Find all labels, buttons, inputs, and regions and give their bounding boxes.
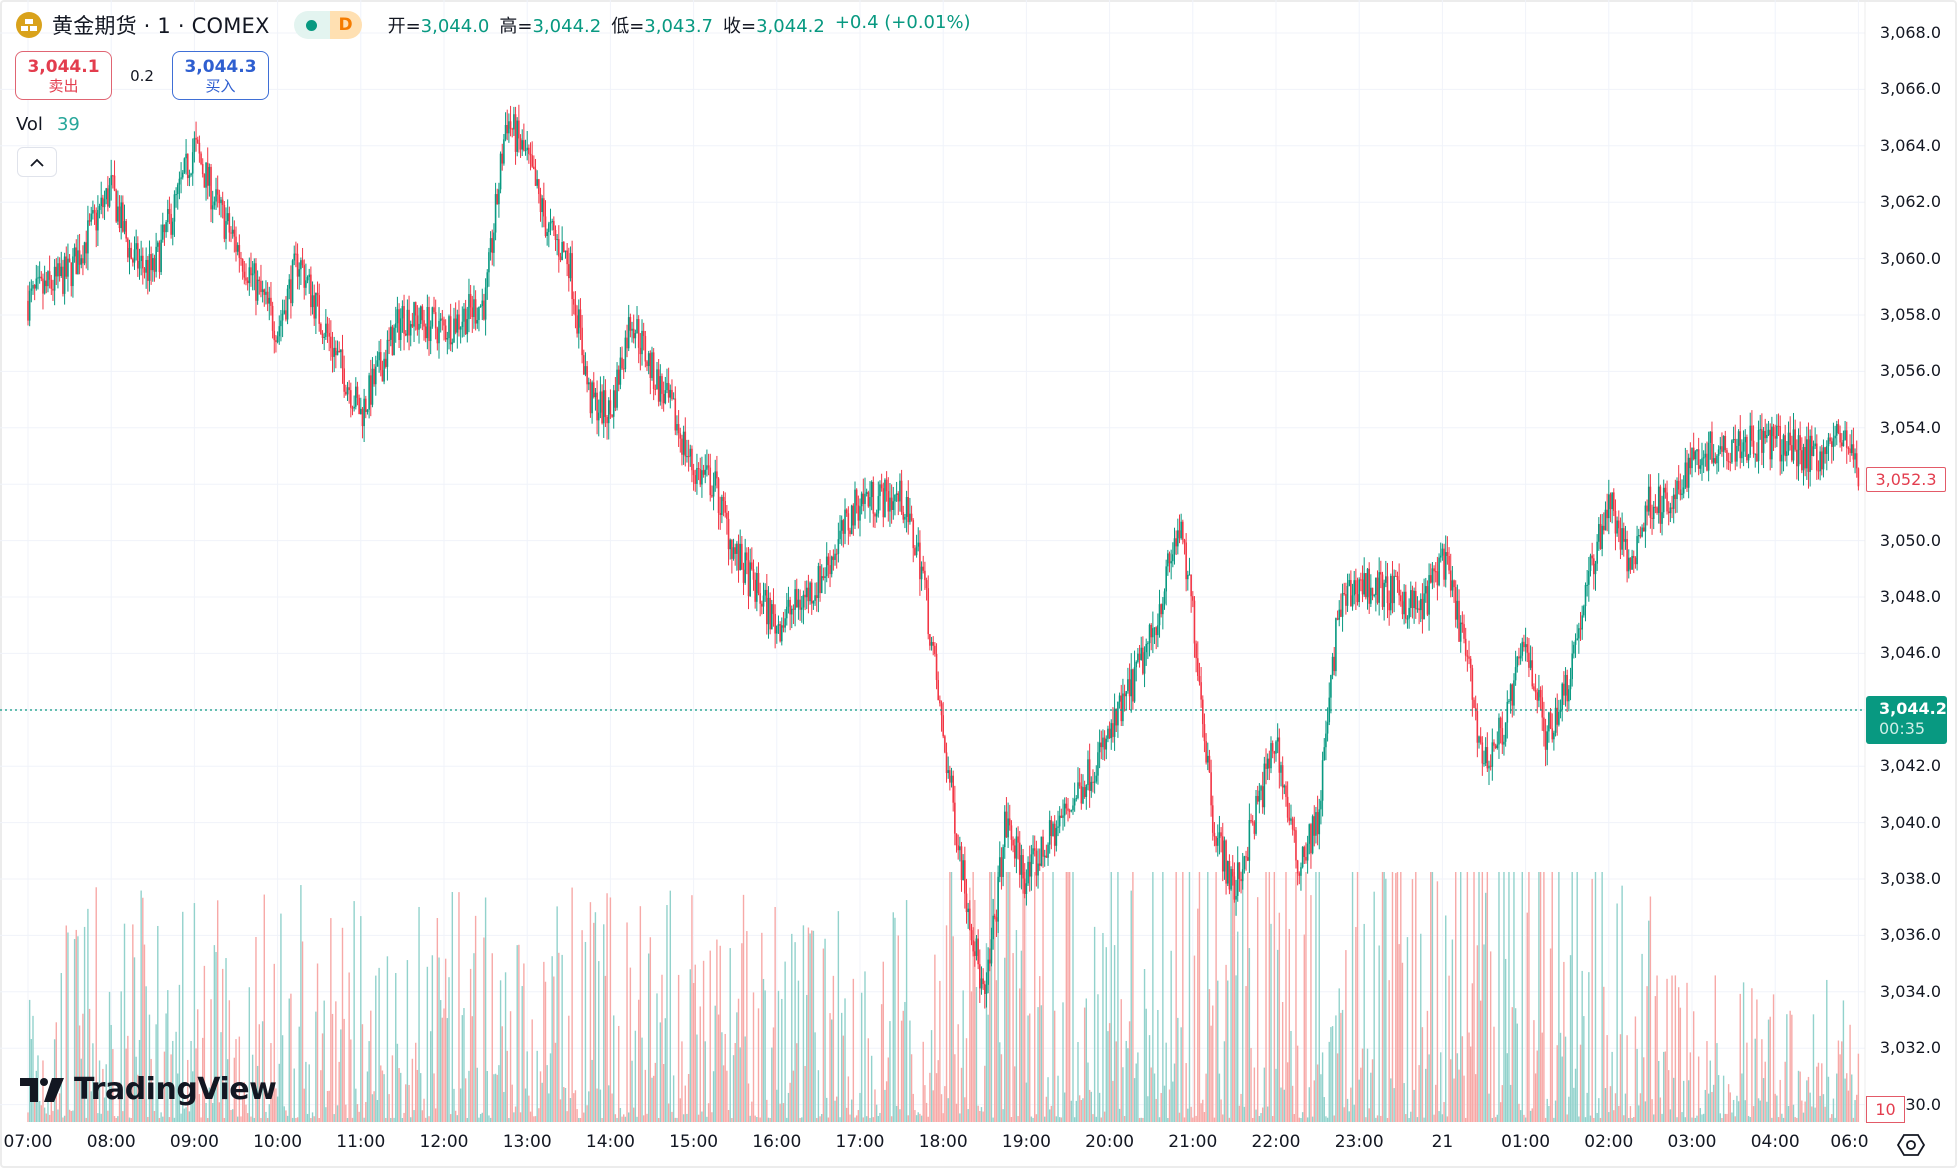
live-dot-icon [293,11,330,39]
bar-countdown: 00:35 [1879,719,1926,738]
time-axis-label: 11:00 [336,1132,386,1152]
time-axis-label: 19:00 [1001,1132,1051,1152]
time-axis-label: 07:00 [3,1132,53,1152]
volume-legend[interactable]: Vol 39 [16,114,80,135]
sell-label: 卖出 [48,76,79,95]
price-axis-label: 3,032.0 [1879,1038,1941,1058]
close-value: 3,044.2 [756,16,825,37]
tradingview-wordmark: TradingView [74,1072,277,1107]
volume-label: Vol [16,114,43,135]
open-value: 3,044.0 [420,16,490,37]
high-key: 高= [499,16,533,37]
sell-price: 3,044.1 [27,56,100,77]
market-status-pill[interactable]: D [293,11,362,39]
price-axis-label: 3,046.0 [1879,643,1941,663]
prev-price-tag: 3,052.3 [1866,467,1946,492]
quote-row: 3,044.1 卖出 0.2 3,044.3 买入 [15,51,269,100]
time-axis-label: 17:00 [835,1132,885,1152]
time-axis-label: 03:00 [1667,1132,1717,1152]
spread-value: 0.2 [130,66,154,85]
symbol-legend: 黄金期货 · 1 · COMEX D 开=3,044.0 高=3,044.2 低… [16,10,971,40]
price-axis-label: 3,064.0 [1879,135,1941,155]
volume-value: 39 [56,114,80,135]
price-axis-label: 3,058.0 [1879,305,1941,324]
price-axis-label: 3,060.0 [1879,248,1941,268]
price-axis-label: 3,034.0 [1879,981,1941,1001]
time-axis-label: 23:00 [1334,1132,1384,1152]
time-axis-label: 01:00 [1501,1132,1551,1152]
chart-grid [0,0,1865,1122]
price-axis-label: 3,056.0 [1879,361,1941,381]
time-axis-label: 14:00 [585,1132,635,1152]
price-axis-label: 3,062.0 [1879,192,1941,212]
time-axis-label: 12:00 [419,1132,469,1152]
time-axis-label: 06:0 [1830,1132,1869,1152]
time-axis-label: 18:00 [918,1132,968,1152]
time-axis-label: 21:00 [1168,1132,1218,1152]
price-axis-label: 3,042.0 [1879,756,1941,776]
price-axis-label: 30.0 [1905,1094,1941,1114]
price-axis-label: 3,054.0 [1879,417,1941,437]
low-key: 低= [611,16,645,37]
buy-button[interactable]: 3,044.3 买入 [172,51,269,100]
time-axis-label: 08:00 [86,1132,136,1152]
time-axis-label: 13:00 [502,1132,552,1152]
gold-bars-icon [16,12,42,38]
tradingview-logo-icon [20,1077,64,1102]
price-axis-label: 3,048.0 [1879,587,1941,606]
volume-bars [27,872,1860,1122]
time-axis-label: 04:00 [1750,1132,1800,1152]
chevron-up-icon [30,158,44,167]
sell-button[interactable]: 3,044.1 卖出 [15,51,112,100]
last-price-value: 3,044.2 [1879,699,1947,718]
time-axis-label: 10:00 [253,1132,303,1152]
last-price-tag: 3,044.2 00:35 [1866,696,1947,744]
buy-price: 3,044.3 [184,56,257,77]
time-axis-label: 02:00 [1584,1132,1634,1152]
time-axis-label: 21 [1431,1132,1454,1152]
close-key: 收= [723,16,757,37]
change-value: +0.4 (+0.01%) [834,12,971,33]
price-axis-label: 3,036.0 [1879,925,1941,945]
price-candles [27,104,1860,1009]
buy-label: 买入 [205,76,236,95]
collapse-legend-button[interactable] [17,147,57,177]
ohlc-values: 开=3,044.0 高=3,044.2 低=3,043.7 收=3,044.2 … [388,12,971,38]
price-axis-label: 3,066.0 [1879,79,1941,99]
time-axis-label: 22:00 [1251,1132,1301,1152]
settings-hexagon-icon [1896,1134,1926,1156]
high-value: 3,044.2 [532,16,602,37]
price-axis-label: 3,068.0 [1879,23,1941,42]
volume-tag: 10 [1866,1096,1905,1123]
price-axis-label: 3,038.0 [1879,869,1941,888]
time-axis-label: 16:00 [752,1132,802,1152]
time-axis-label: 09:00 [169,1132,219,1152]
tradingview-logo[interactable]: TradingView [20,1072,277,1107]
time-axis-label: 15:00 [669,1132,719,1152]
symbol-title[interactable]: 黄金期货 · 1 · COMEX [52,14,270,38]
delay-badge: D [329,11,362,39]
open-key: 开= [387,16,421,37]
time-axis-label: 20:00 [1085,1132,1135,1152]
price-axis-label: 3,040.0 [1879,812,1941,832]
chart-settings-button[interactable] [1896,1130,1926,1160]
price-axis-label: 3,050.0 [1879,530,1941,550]
low-value: 3,043.7 [644,16,714,37]
